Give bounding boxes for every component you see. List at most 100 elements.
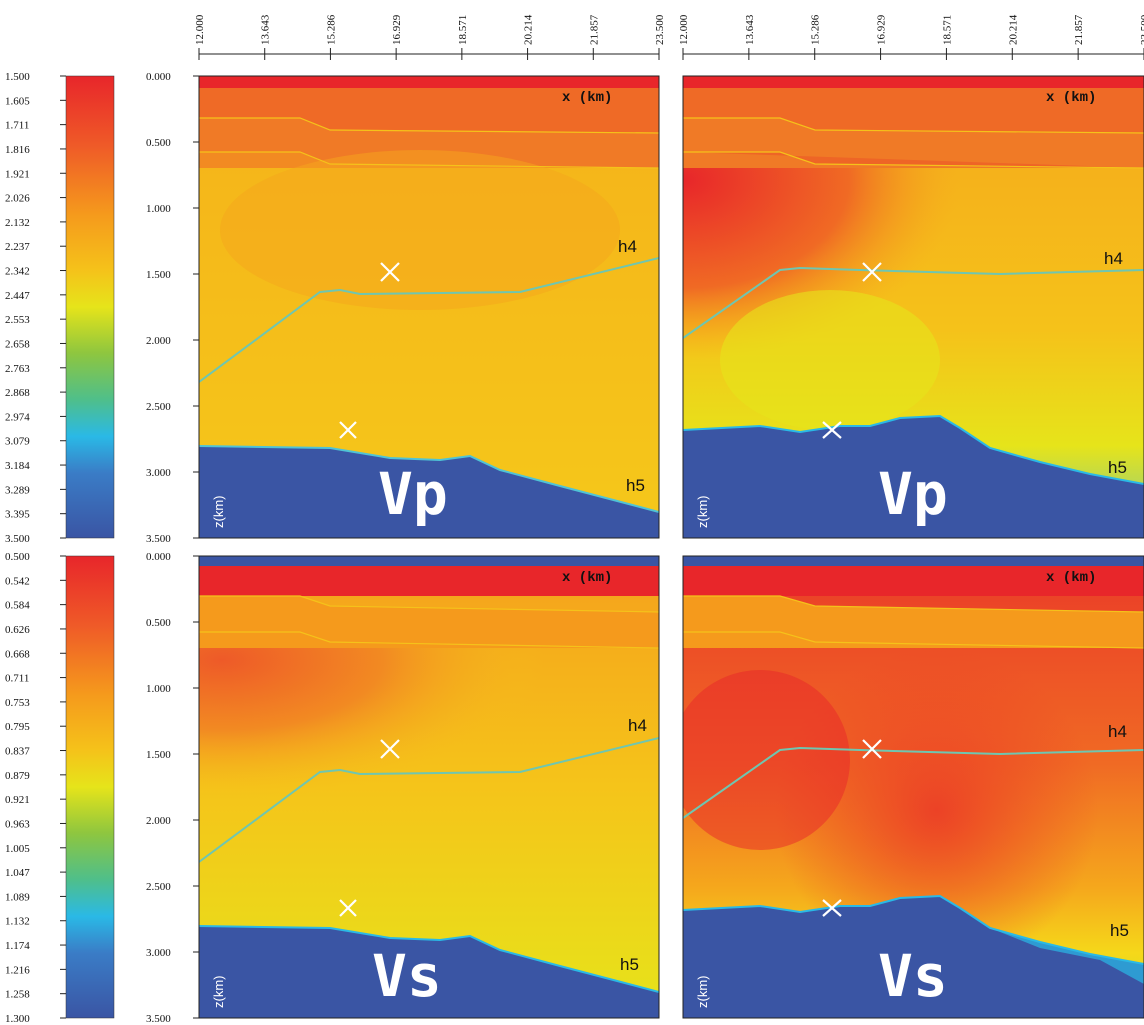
marker-upper-vp-right xyxy=(862,262,882,282)
z-tick-label: 1.500 xyxy=(146,749,171,761)
z-axis-top: 0.000 0.500 1.000 1.500 2.000 2.500 3.000 3.500 xyxy=(146,71,199,545)
z-tick-label: 0.500 xyxy=(146,617,171,629)
x-tick-label: 12.000 xyxy=(194,14,206,45)
marker-lower-vs-left xyxy=(339,899,357,917)
colorbar-tick-label: 3.395 xyxy=(5,509,30,521)
colorbar-tick-label: 1.500 xyxy=(5,71,30,83)
x-tick-label: 12.000 xyxy=(678,14,690,45)
z-tick-label: 0.000 xyxy=(146,71,171,83)
h5-label-bl: h5 xyxy=(620,955,639,974)
colorbar-tick-label: 0.963 xyxy=(5,818,30,830)
x-tick-label: 21.857 xyxy=(588,14,600,45)
x-tick-label: 18.571 xyxy=(457,15,469,45)
z-tick-label: 1.000 xyxy=(146,683,171,695)
x-tick-label: 23.500 xyxy=(1139,14,1144,45)
colorbar-tick-label: 2.342 xyxy=(5,266,30,278)
x-tick-label: 23.500 xyxy=(654,14,666,45)
marker-lower-vp-right xyxy=(822,421,842,439)
x-axis-right: 12.000 13.643 15.286 16.929 18.571 20.214 21.8… xyxy=(678,14,1144,60)
z-label-bl: z(km) xyxy=(211,976,226,1009)
z-tick-label: 1.000 xyxy=(146,203,171,215)
colorbar-tick-label: 0.584 xyxy=(5,600,30,612)
z-tick-label: 2.000 xyxy=(146,815,171,827)
x-tick-label: 15.286 xyxy=(810,14,822,45)
z-axis-bottom: 0.000 0.500 1.000 1.500 2.000 2.500 3.000 3.500 xyxy=(146,551,199,1025)
marker-lower-vs-right xyxy=(822,899,842,917)
colorbar-tick-label: 1.605 xyxy=(5,95,30,107)
colorbar-tick-label: 0.711 xyxy=(5,673,29,685)
marker-upper-vs-left xyxy=(380,739,400,759)
colorbar-tick-label: 1.258 xyxy=(5,989,30,1001)
z-tick-label: 0.500 xyxy=(146,137,171,149)
colorbar-tick-label: 2.447 xyxy=(5,290,30,302)
z-label-br: z(km) xyxy=(695,976,710,1009)
colorbar-tick-label: 3.500 xyxy=(5,533,30,545)
colorbar-tick-label: 2.974 xyxy=(5,411,30,423)
x-tick-label: 20.214 xyxy=(1007,14,1019,45)
z-label-tr: z(km) xyxy=(695,496,710,529)
colorbar-tick-label: 0.795 xyxy=(5,721,30,733)
colorbar-tick-label: 1.300 xyxy=(5,1013,30,1025)
marker-upper-vs-right xyxy=(862,739,882,759)
colorbar-tick-label: 2.132 xyxy=(5,217,30,229)
z-tick-label: 1.500 xyxy=(146,269,171,281)
z-tick-label: 3.000 xyxy=(146,947,171,959)
vp-label-left: Vp xyxy=(378,460,448,528)
colorbar-tick-label: 2.553 xyxy=(5,314,30,326)
colorbar-tick-label: 1.047 xyxy=(5,867,30,879)
colorbar-tick-label: 2.868 xyxy=(5,387,30,399)
z-tick-label: 2.500 xyxy=(146,401,171,413)
colorbar-tick-label: 1.921 xyxy=(5,168,30,180)
h5-label-tl: h5 xyxy=(626,476,645,495)
h4-label-bl: h4 xyxy=(628,716,647,735)
x-tick-label: 21.857 xyxy=(1073,14,1085,45)
colorbar-tick-label: 3.184 xyxy=(5,460,30,472)
colorbar-tick-label: 3.079 xyxy=(5,436,30,448)
x-tick-label: 18.571 xyxy=(941,15,953,45)
marker-upper-vp-left xyxy=(380,262,400,282)
x-tick-label: 16.929 xyxy=(876,14,888,45)
colorbar-tick-label: 1.174 xyxy=(5,940,30,952)
colorbar-tick-label: 1.711 xyxy=(5,120,29,132)
z-tick-label: 2.000 xyxy=(146,335,171,347)
z-tick-label: 0.000 xyxy=(146,551,171,563)
x-label-tl: x (km) xyxy=(562,90,612,106)
x-markers xyxy=(339,262,882,917)
x-label-bl: x (km) xyxy=(562,570,612,586)
colorbar-tick-label: 2.658 xyxy=(5,338,30,350)
h4-label-tl: h4 xyxy=(618,237,637,256)
x-axis-left: 12.000 13.643 15.286 16.929 18.571 20.214 21.8… xyxy=(194,14,666,60)
colorbar-tick-label: 2.763 xyxy=(5,363,30,375)
colorbar-tick-label: 2.237 xyxy=(5,241,30,253)
colorbar-tick-label: 0.668 xyxy=(5,648,30,660)
colorbar-tick-label: 0.837 xyxy=(5,746,30,758)
z-tick-label: 3.000 xyxy=(146,467,171,479)
h4-label-tr: h4 xyxy=(1104,249,1123,268)
colorbar-tick-label: 0.542 xyxy=(5,575,30,587)
colorbar-tick-label: 1.816 xyxy=(5,144,30,156)
panel-vp-right xyxy=(683,76,1144,538)
panel-vp-left xyxy=(199,76,659,538)
x-label-tr: x (km) xyxy=(1046,90,1096,106)
panel-vs-right xyxy=(683,556,1144,1018)
colorbar-tick-label: 2.026 xyxy=(5,193,30,205)
vp-label-right: Vp xyxy=(878,460,948,528)
z-tick-label: 3.500 xyxy=(146,533,171,545)
vs-colorbar: 0.500 0.542 0.584 0.626 0.668 0.711 0.753 0.795… xyxy=(5,551,115,1025)
colorbar-tick-label: 1.005 xyxy=(5,843,30,855)
x-tick-label: 13.643 xyxy=(260,14,272,45)
colorbar-tick-label: 0.753 xyxy=(5,697,30,709)
x-tick-label: 15.286 xyxy=(325,14,337,45)
colorbar-tick-label: 0.500 xyxy=(5,551,30,563)
z-tick-label: 2.500 xyxy=(146,881,171,893)
x-tick-label: 20.214 xyxy=(523,14,535,45)
z-tick-label: 3.500 xyxy=(146,1013,171,1025)
marker-lower-vp-left xyxy=(339,421,357,439)
colorbar-tick-label: 1.216 xyxy=(5,964,30,976)
z-label-tl: z(km) xyxy=(211,496,226,529)
h5-label-br: h5 xyxy=(1110,921,1129,940)
x-tick-label: 16.929 xyxy=(391,14,403,45)
x-tick-label: 13.643 xyxy=(744,14,756,45)
x-label-br: x (km) xyxy=(1046,570,1096,586)
